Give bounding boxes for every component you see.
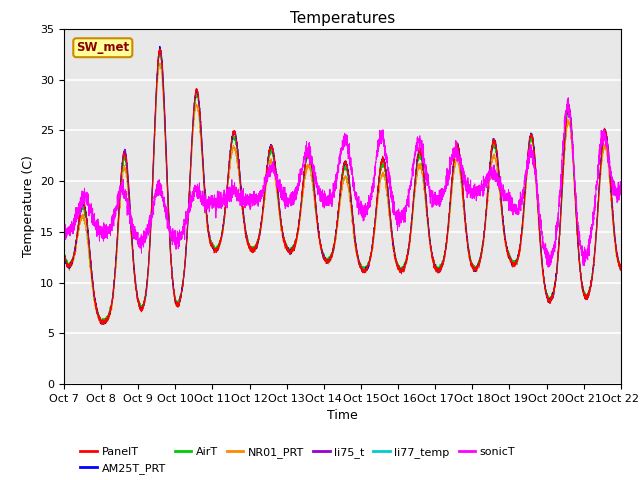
li77_temp <box>436 265 444 271</box>
li77_temp <box>60 252 68 257</box>
li77_temp <box>468 261 476 267</box>
sonicT <box>616 179 624 184</box>
li75_t <box>98 322 106 327</box>
li75_t <box>617 263 625 269</box>
AM25T_PRT <box>468 261 476 266</box>
li75_t <box>468 262 476 267</box>
NR01_PRT <box>98 322 106 327</box>
sonicT <box>544 264 552 270</box>
sonicT <box>564 95 572 101</box>
AM25T_PRT <box>322 258 330 264</box>
li75_t <box>156 44 164 50</box>
PanelT <box>60 249 68 255</box>
li77_temp <box>617 264 625 270</box>
NR01_PRT <box>436 267 444 273</box>
Line: AM25T_PRT: AM25T_PRT <box>64 47 621 324</box>
sonicT <box>617 185 625 191</box>
Text: SW_met: SW_met <box>76 41 129 54</box>
li77_temp <box>616 264 624 269</box>
AM25T_PRT <box>161 106 168 112</box>
AirT <box>617 264 625 269</box>
PanelT <box>468 264 476 269</box>
li75_t <box>436 265 444 271</box>
AM25T_PRT <box>60 251 68 256</box>
PanelT <box>617 262 625 268</box>
AirT <box>322 255 330 261</box>
Line: li77_temp: li77_temp <box>64 48 621 324</box>
AM25T_PRT <box>617 267 625 273</box>
li77_temp <box>322 256 330 262</box>
li77_temp <box>99 321 107 327</box>
li77_temp <box>161 99 168 105</box>
Line: NR01_PRT: NR01_PRT <box>64 63 621 324</box>
NR01_PRT <box>322 260 330 265</box>
Title: Temperatures: Temperatures <box>290 11 395 26</box>
PanelT <box>156 46 163 52</box>
sonicT <box>499 191 506 196</box>
Line: PanelT: PanelT <box>64 49 621 324</box>
PanelT <box>616 267 624 273</box>
Y-axis label: Temperature (C): Temperature (C) <box>22 156 35 257</box>
li75_t <box>161 98 168 104</box>
li77_temp <box>499 216 507 222</box>
AirT <box>161 110 168 116</box>
AM25T_PRT <box>616 266 624 272</box>
Legend: PanelT, AM25T_PRT, AirT, NR01_PRT, li75_t, li77_temp, sonicT: PanelT, AM25T_PRT, AirT, NR01_PRT, li75_… <box>76 443 520 478</box>
AirT <box>156 49 164 55</box>
sonicT <box>436 192 444 198</box>
PanelT <box>100 322 108 327</box>
Line: sonicT: sonicT <box>64 98 621 267</box>
AM25T_PRT <box>156 44 164 49</box>
sonicT <box>467 188 475 194</box>
AirT <box>468 257 476 263</box>
sonicT <box>60 232 68 238</box>
li75_t <box>60 249 68 255</box>
PanelT <box>436 266 444 272</box>
sonicT <box>322 199 330 204</box>
Line: li75_t: li75_t <box>64 47 621 324</box>
NR01_PRT <box>161 117 168 122</box>
X-axis label: Time: Time <box>327 409 358 422</box>
AM25T_PRT <box>99 321 107 327</box>
sonicT <box>160 202 168 208</box>
NR01_PRT <box>156 60 164 66</box>
AirT <box>60 248 68 254</box>
AirT <box>499 220 507 226</box>
li75_t <box>322 256 330 262</box>
NR01_PRT <box>616 264 624 269</box>
PanelT <box>322 258 330 264</box>
NR01_PRT <box>499 222 507 228</box>
NR01_PRT <box>60 252 68 258</box>
AirT <box>436 263 444 269</box>
AM25T_PRT <box>436 266 444 272</box>
Line: AirT: AirT <box>64 52 621 322</box>
AM25T_PRT <box>499 217 507 223</box>
AirT <box>98 319 106 325</box>
PanelT <box>499 219 507 225</box>
li75_t <box>499 213 507 218</box>
AirT <box>616 263 624 268</box>
NR01_PRT <box>468 262 476 267</box>
PanelT <box>161 105 168 110</box>
li75_t <box>616 264 624 270</box>
NR01_PRT <box>617 266 625 272</box>
li77_temp <box>156 45 164 50</box>
